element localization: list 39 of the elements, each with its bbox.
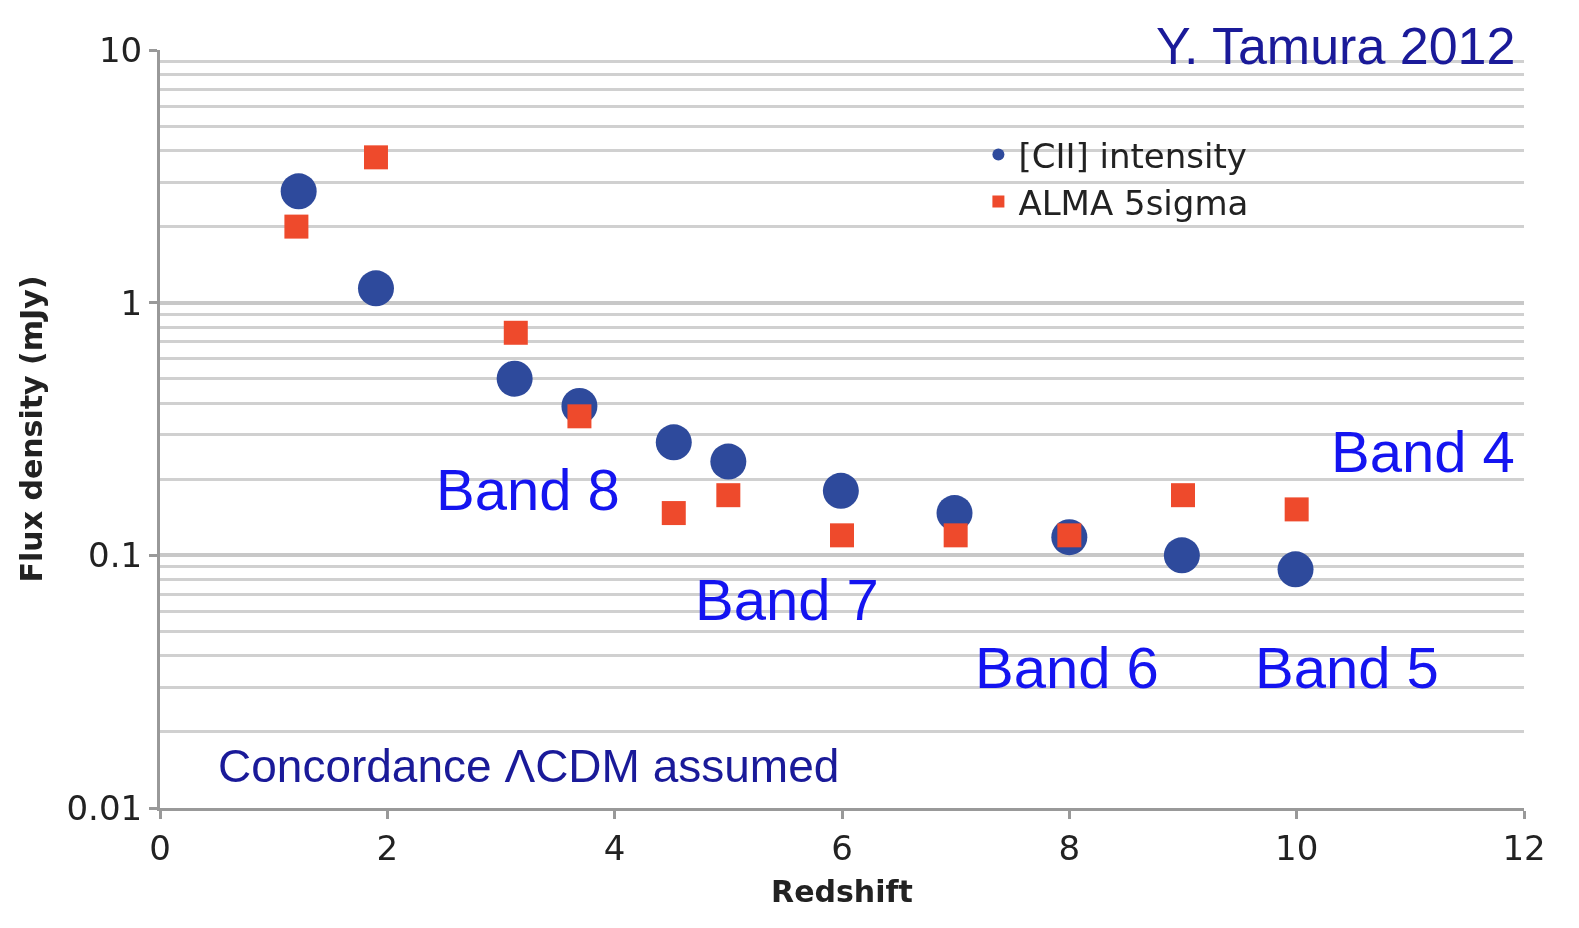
x-tick-label: 0: [149, 827, 171, 868]
y-tick-label: 0.01: [66, 787, 143, 828]
point: [363, 145, 388, 170]
annotation: Band 8: [436, 457, 620, 522]
point: [1277, 551, 1314, 588]
point: [357, 270, 394, 307]
annotation: Band 4: [1331, 419, 1515, 484]
point: [284, 214, 309, 239]
y-tick-label: 0.1: [88, 535, 143, 576]
x-tick-label: 10: [1275, 827, 1319, 868]
legend-label: ALMA 5sigma: [1018, 182, 1249, 223]
annotation: Band 5: [1255, 635, 1439, 700]
x-tick-label: 2: [376, 827, 399, 868]
point: [716, 483, 741, 508]
point: [943, 523, 968, 548]
x-tick-label: 4: [603, 827, 626, 868]
point: [280, 173, 317, 210]
point: [822, 472, 859, 509]
x-tick-label: 12: [1502, 827, 1546, 868]
point: [710, 443, 747, 480]
legend-label: [CII] intensity: [1018, 135, 1247, 176]
annotation: Band 7: [695, 567, 879, 632]
x-tick-label: 6: [831, 827, 853, 868]
point: [503, 320, 528, 345]
point: [830, 523, 854, 548]
annotation: Band 6: [975, 635, 1159, 700]
point: [1171, 483, 1195, 508]
y-axis-title: Flux density (mJy): [14, 275, 50, 583]
x-tick-label: 8: [1058, 827, 1081, 868]
point: [496, 360, 533, 397]
point: [655, 424, 692, 461]
annotation: Concordance ΛCDM assumed: [218, 740, 840, 792]
x-axis-title: Redshift: [771, 874, 913, 910]
y-tick-label: 10: [98, 29, 143, 70]
point: [661, 501, 686, 526]
point: [1163, 537, 1200, 574]
annotation: Y. Tamura 2012: [1156, 17, 1516, 75]
point: [1284, 497, 1309, 522]
y-tick-label: 1: [120, 282, 143, 323]
